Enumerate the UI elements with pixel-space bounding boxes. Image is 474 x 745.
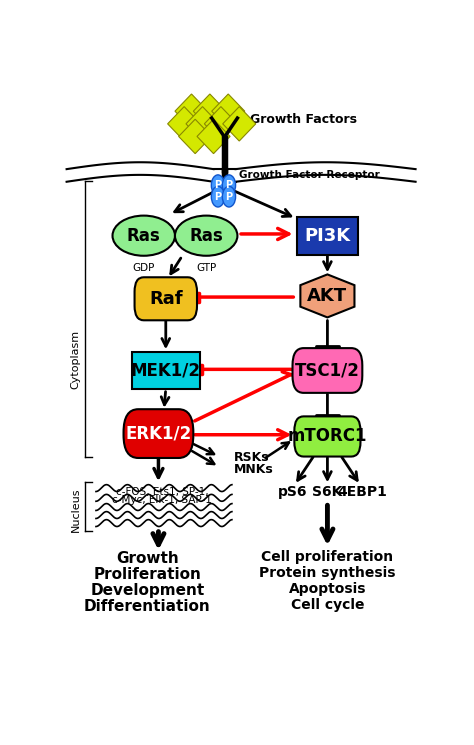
Text: Proliferation: Proliferation — [93, 567, 201, 582]
FancyBboxPatch shape — [135, 277, 197, 320]
Polygon shape — [179, 119, 212, 153]
Polygon shape — [197, 119, 230, 153]
Text: S6K: S6K — [312, 485, 343, 499]
Circle shape — [222, 186, 236, 207]
Text: Cell cycle: Cell cycle — [291, 598, 364, 612]
Text: Growth Factor Receptor: Growth Factor Receptor — [239, 171, 380, 180]
Polygon shape — [204, 107, 237, 141]
Text: P: P — [214, 180, 221, 190]
Text: P: P — [214, 191, 221, 202]
Text: Protein synthesis: Protein synthesis — [259, 566, 396, 580]
Ellipse shape — [112, 215, 175, 256]
Text: Raf: Raf — [149, 290, 182, 308]
Polygon shape — [186, 107, 219, 141]
Polygon shape — [212, 94, 245, 128]
Ellipse shape — [175, 215, 237, 256]
Text: Nucleus: Nucleus — [71, 487, 81, 532]
Text: Growth Factors: Growth Factors — [250, 112, 357, 126]
Text: Development: Development — [90, 583, 205, 598]
Text: c-Myc, Elk-1, SAP-1: c-Myc, Elk-1, SAP-1 — [112, 495, 212, 504]
Text: c-FOS, Ets1, SP-1,: c-FOS, Ets1, SP-1, — [116, 486, 209, 496]
Text: mTORC1: mTORC1 — [288, 428, 367, 446]
Text: Ras: Ras — [189, 226, 223, 244]
FancyBboxPatch shape — [132, 352, 200, 390]
Text: Growth: Growth — [116, 551, 179, 566]
Text: Cell proliferation: Cell proliferation — [261, 550, 393, 564]
Text: Differentiation: Differentiation — [84, 599, 211, 615]
Text: PI3K: PI3K — [304, 226, 350, 244]
Circle shape — [211, 175, 225, 195]
Circle shape — [222, 175, 236, 195]
Text: GDP: GDP — [133, 263, 155, 273]
Text: Cytoplasm: Cytoplasm — [71, 329, 81, 389]
Text: 4EBP1: 4EBP1 — [337, 485, 387, 499]
Polygon shape — [193, 94, 227, 128]
Text: GTP: GTP — [196, 263, 216, 273]
Text: RSKs: RSKs — [234, 451, 269, 464]
Text: ERK1/2: ERK1/2 — [125, 425, 191, 443]
FancyBboxPatch shape — [294, 416, 360, 457]
FancyBboxPatch shape — [292, 348, 362, 393]
Text: AKT: AKT — [307, 287, 347, 305]
Circle shape — [211, 186, 225, 207]
Polygon shape — [168, 107, 201, 141]
Text: MEK1/2: MEK1/2 — [131, 361, 201, 379]
FancyBboxPatch shape — [297, 217, 358, 255]
Text: P: P — [226, 180, 233, 190]
Polygon shape — [175, 94, 208, 128]
Text: Ras: Ras — [127, 226, 161, 244]
Polygon shape — [301, 274, 355, 317]
Text: P: P — [226, 191, 233, 202]
Text: TSC1/2: TSC1/2 — [295, 361, 360, 379]
Text: pS6: pS6 — [278, 485, 307, 499]
Polygon shape — [223, 107, 256, 141]
Text: MNKs: MNKs — [234, 463, 273, 475]
Text: Apoptosis: Apoptosis — [289, 582, 366, 596]
FancyBboxPatch shape — [124, 409, 193, 458]
